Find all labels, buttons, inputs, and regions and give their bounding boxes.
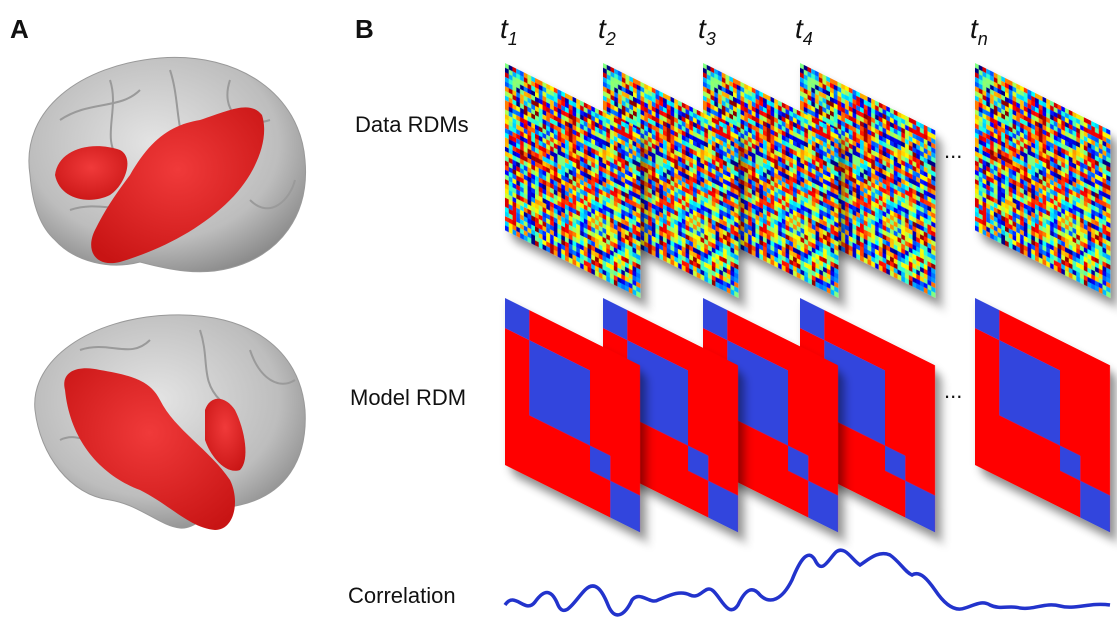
figure: A B Data RDMs Model RDM Correlation ... … bbox=[0, 0, 1117, 625]
correlation-curve bbox=[505, 550, 1110, 615]
panel-label: B bbox=[355, 14, 374, 44]
ellipsis: ... bbox=[944, 378, 962, 403]
model-rdm bbox=[975, 298, 1110, 532]
brain-top bbox=[29, 57, 306, 271]
panel-label: A bbox=[10, 14, 29, 44]
brain-bottom bbox=[35, 315, 306, 530]
row-label: Model RDM bbox=[350, 385, 466, 410]
data-rdm bbox=[975, 63, 1110, 298]
time-sub: 2 bbox=[605, 29, 616, 49]
time-label: tn bbox=[970, 13, 988, 49]
time-sub: 4 bbox=[803, 29, 813, 49]
time-label: t1 bbox=[500, 13, 518, 49]
ellipsis: ... bbox=[944, 138, 962, 163]
time-label: t4 bbox=[795, 13, 813, 49]
data-rdm-image bbox=[975, 63, 1110, 298]
row-label: Data RDMs bbox=[355, 112, 469, 137]
time-sub: 3 bbox=[706, 29, 716, 49]
time-label: t2 bbox=[598, 13, 616, 49]
time-sub: 1 bbox=[508, 29, 518, 49]
time-sub: n bbox=[978, 29, 988, 49]
time-label: t3 bbox=[698, 13, 716, 49]
row-label: Correlation bbox=[348, 583, 456, 608]
